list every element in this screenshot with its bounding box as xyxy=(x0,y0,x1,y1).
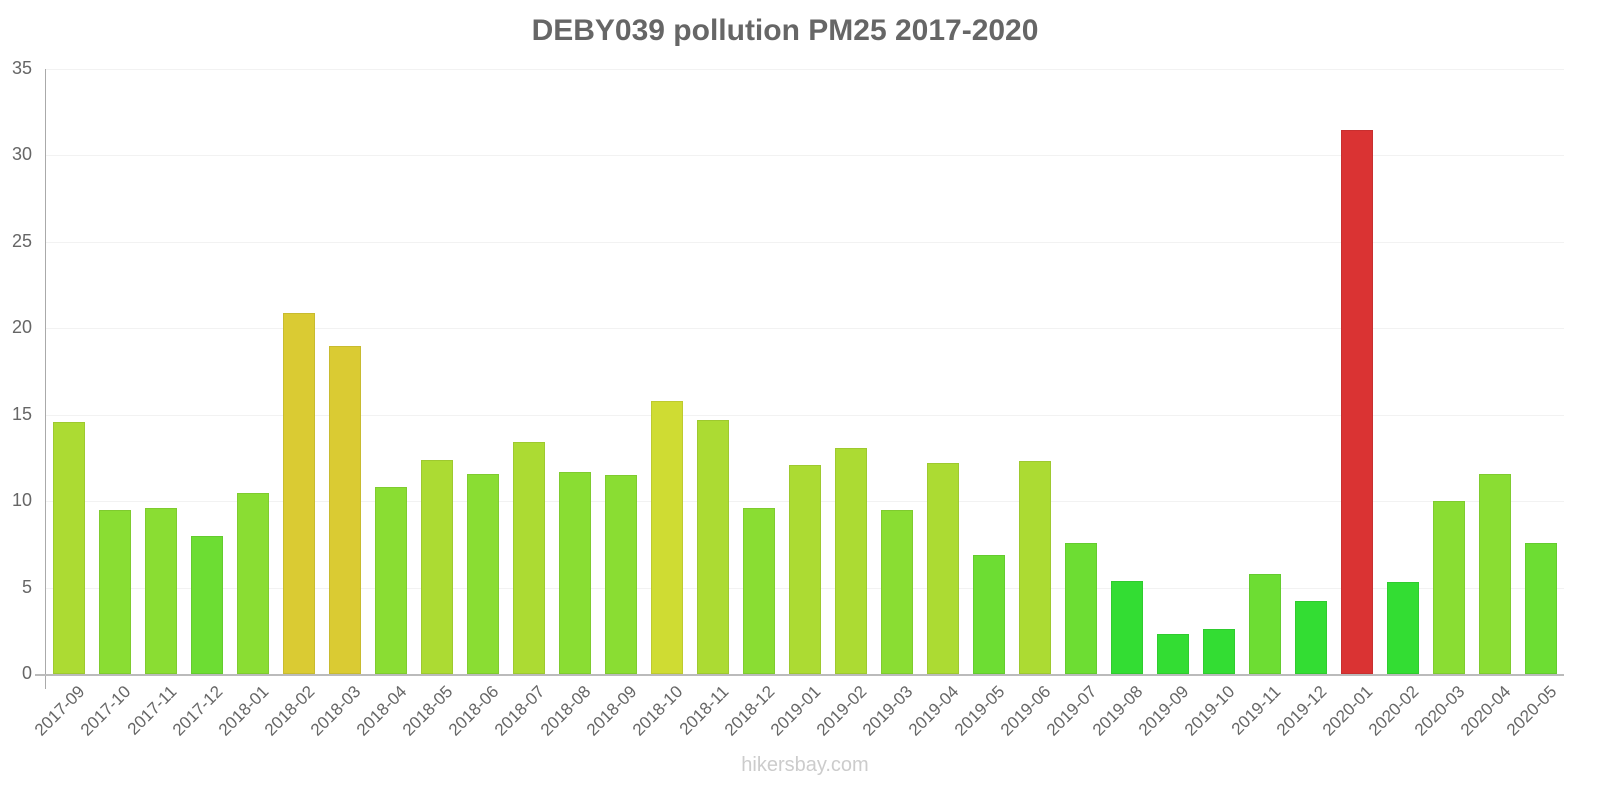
gridline xyxy=(46,328,1564,330)
gridline xyxy=(46,414,1564,416)
bar-2019-04[interactable] xyxy=(926,463,960,674)
gridline xyxy=(46,241,1564,243)
bar-2017-11[interactable] xyxy=(144,508,178,674)
bar-2018-08[interactable] xyxy=(558,471,592,674)
bar-2018-04[interactable] xyxy=(374,487,408,674)
plot-area xyxy=(46,69,1564,674)
bar-2017-09[interactable] xyxy=(52,421,86,674)
y-tick-label: 15 xyxy=(11,403,32,424)
y-tick-label: 25 xyxy=(11,230,32,251)
bar-2019-09[interactable] xyxy=(1156,634,1190,674)
bar-2018-06[interactable] xyxy=(466,473,500,674)
gridline xyxy=(46,155,1564,157)
y-tick-label: 5 xyxy=(21,576,32,597)
bar-2018-12[interactable] xyxy=(742,508,776,674)
bar-2019-10[interactable] xyxy=(1202,629,1236,674)
bar-2019-06[interactable] xyxy=(1018,461,1052,674)
bar-2019-12[interactable] xyxy=(1294,601,1328,674)
bar-2019-01[interactable] xyxy=(788,464,822,674)
bar-2018-07[interactable] xyxy=(512,442,546,674)
y-axis-line xyxy=(45,69,46,689)
bar-2020-04[interactable] xyxy=(1478,473,1512,674)
bar-2019-03[interactable] xyxy=(880,509,914,674)
chart-title: DEBY039 pollution PM25 2017-2020 xyxy=(531,14,1039,47)
y-tick-label: 0 xyxy=(21,663,32,683)
bar-2017-12[interactable] xyxy=(190,535,224,674)
bar-2018-03[interactable] xyxy=(328,345,362,674)
bar-2020-03[interactable] xyxy=(1432,501,1466,674)
y-tick-label: 20 xyxy=(11,317,32,338)
bar-2020-02[interactable] xyxy=(1386,582,1420,674)
bar-2020-01[interactable] xyxy=(1340,129,1374,674)
bar-2019-05[interactable] xyxy=(972,554,1006,674)
bar-2018-01[interactable] xyxy=(236,492,270,674)
bar-2020-05[interactable] xyxy=(1524,542,1558,674)
gridline xyxy=(46,69,1564,70)
bar-2017-10[interactable] xyxy=(98,509,132,674)
bar-2019-07[interactable] xyxy=(1064,542,1098,674)
bar-2019-02[interactable] xyxy=(834,447,868,674)
bar-2019-08[interactable] xyxy=(1110,580,1144,674)
y-tick-label: 30 xyxy=(11,144,32,165)
x-axis-line xyxy=(35,674,1564,676)
bar-2018-02[interactable] xyxy=(282,312,316,674)
bar-2018-09[interactable] xyxy=(604,475,638,674)
watermark: hikersbay.com xyxy=(741,754,869,776)
y-tick-label: 10 xyxy=(11,490,32,511)
bar-2019-11[interactable] xyxy=(1248,573,1282,674)
bar-2018-11[interactable] xyxy=(696,419,730,674)
y-tick-label: 35 xyxy=(11,58,32,78)
bar-2018-05[interactable] xyxy=(420,459,454,674)
bar-2018-10[interactable] xyxy=(650,400,684,674)
